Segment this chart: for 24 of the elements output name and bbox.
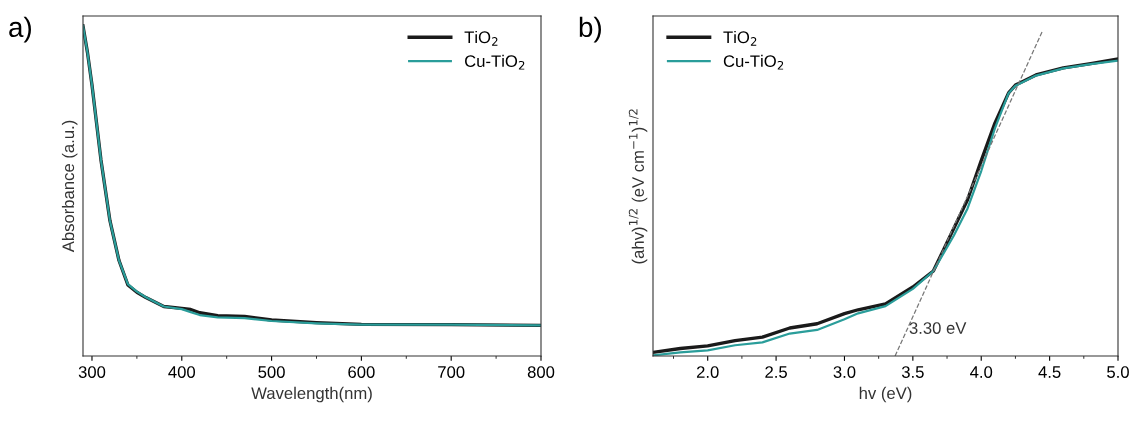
legend-label: TiO$_{2}$: [723, 30, 757, 46]
x-tick-label: 500: [258, 366, 285, 378]
legend-label: Cu-TiO$_{2}$: [465, 54, 525, 70]
y-axis-title: (ahv)$^{1/2}$ (eV cm$^{−1}$)$^{1/2}$: [628, 109, 648, 264]
x-tick-label: 3.5: [901, 366, 924, 378]
x-axis-title: hv (eV): [859, 386, 912, 403]
x-tick-label: 800: [527, 366, 555, 378]
x-axis-title: Wavelength(nm): [251, 386, 372, 403]
chart-title: b): [579, 16, 601, 43]
x-tick-label: 4.0: [970, 366, 993, 378]
x-tick-label: 400: [168, 366, 196, 378]
x-tick-label: 3.0: [833, 366, 856, 378]
y-axis-title: Absorbance (a.u.): [61, 120, 78, 253]
x-tick-label: 300: [78, 366, 106, 378]
legend-label: TiO$_{2}$: [464, 30, 498, 46]
chart-title: a): [9, 16, 31, 43]
x-tick-label: 5.0: [1107, 366, 1129, 378]
x-tick-label: 2.0: [696, 366, 719, 378]
x-tick-label: 600: [348, 366, 375, 378]
annotation: 3.30 eV: [909, 322, 967, 334]
x-tick-label: 4.5: [1038, 366, 1061, 378]
x-tick-label: 700: [438, 366, 465, 378]
x-tick-label: 2.5: [765, 366, 787, 378]
legend-label: Cu-TiO$_{2}$: [723, 54, 784, 70]
